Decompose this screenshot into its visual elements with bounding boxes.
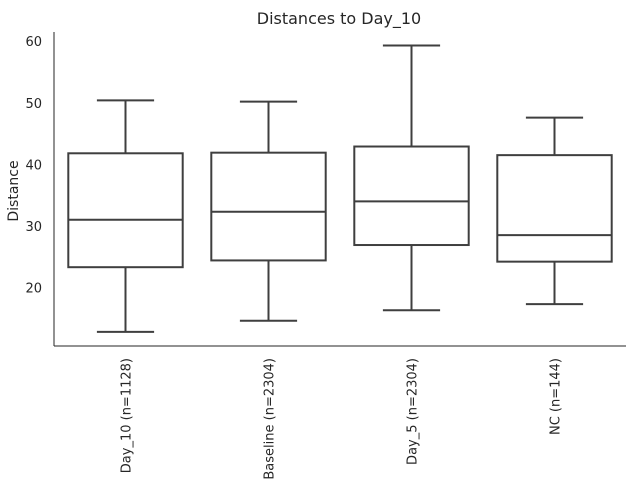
x-tick-label: Baseline (n=2304): [263, 358, 278, 480]
y-tick-label: 50: [25, 97, 42, 112]
y-axis-label: Distance: [6, 160, 22, 221]
y-tick-label: 40: [25, 158, 42, 173]
box-3: [353, 44, 470, 312]
iqr-box: [67, 152, 184, 269]
y-tick-label: 30: [25, 220, 42, 235]
x-tick-label: Day_5 (n=2304): [406, 358, 421, 465]
y-tick-label: 20: [25, 282, 42, 297]
box-2: [210, 100, 327, 322]
iqr-box: [210, 151, 327, 262]
iqr-box: [353, 145, 470, 247]
box-4: [496, 116, 613, 306]
x-axis-ticks: Day_10 (n=1128) Baseline (n=2304) Day_5 (n…: [120, 358, 564, 480]
x-tick-label: NC (n=144): [549, 358, 564, 435]
chart-title: Distances to Day_10: [257, 9, 421, 29]
x-tick-label: Day_10 (n=1128): [120, 358, 135, 473]
box-1: [67, 99, 184, 333]
iqr-box: [496, 154, 613, 263]
box-series: [67, 44, 613, 333]
y-tick-label: 60: [25, 35, 42, 50]
y-axis-ticks: 20 30 40 50 60: [25, 35, 42, 296]
